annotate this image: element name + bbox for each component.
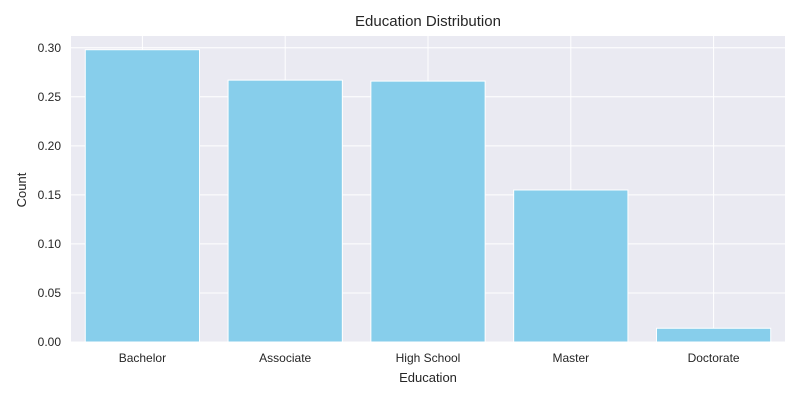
y-axis-label: Count	[14, 172, 29, 207]
y-tick-label: 0.30	[38, 41, 62, 55]
bar-bachelor	[84, 49, 201, 343]
bar-high-school	[370, 80, 486, 343]
bars	[84, 49, 772, 343]
y-tick-label: 0.00	[38, 335, 62, 349]
chart-title: Education Distribution	[355, 13, 501, 30]
bar-associate	[227, 79, 343, 343]
y-tick-label: 0.05	[38, 286, 62, 300]
bar-doctorate	[655, 327, 772, 343]
x-tick-label: Bachelor	[119, 351, 166, 365]
y-tick-label: 0.10	[38, 237, 62, 251]
y-tick-label: 0.15	[38, 188, 62, 202]
x-axis-label: Education	[399, 370, 457, 385]
x-tick-labels: Bachelor Associate High School Master Doctor…	[119, 351, 740, 365]
x-tick-label: Doctorate	[688, 351, 740, 365]
x-tick-label: High School	[396, 351, 461, 365]
x-tick-label: Master	[552, 351, 589, 365]
bar-master	[513, 189, 629, 343]
y-tick-labels: 0.00 0.05 0.10 0.15 0.20 0.25 0.30	[38, 41, 62, 349]
x-tick-label: Associate	[259, 351, 311, 365]
y-tick-label: 0.20	[38, 139, 62, 153]
y-tick-label: 0.25	[38, 90, 62, 104]
